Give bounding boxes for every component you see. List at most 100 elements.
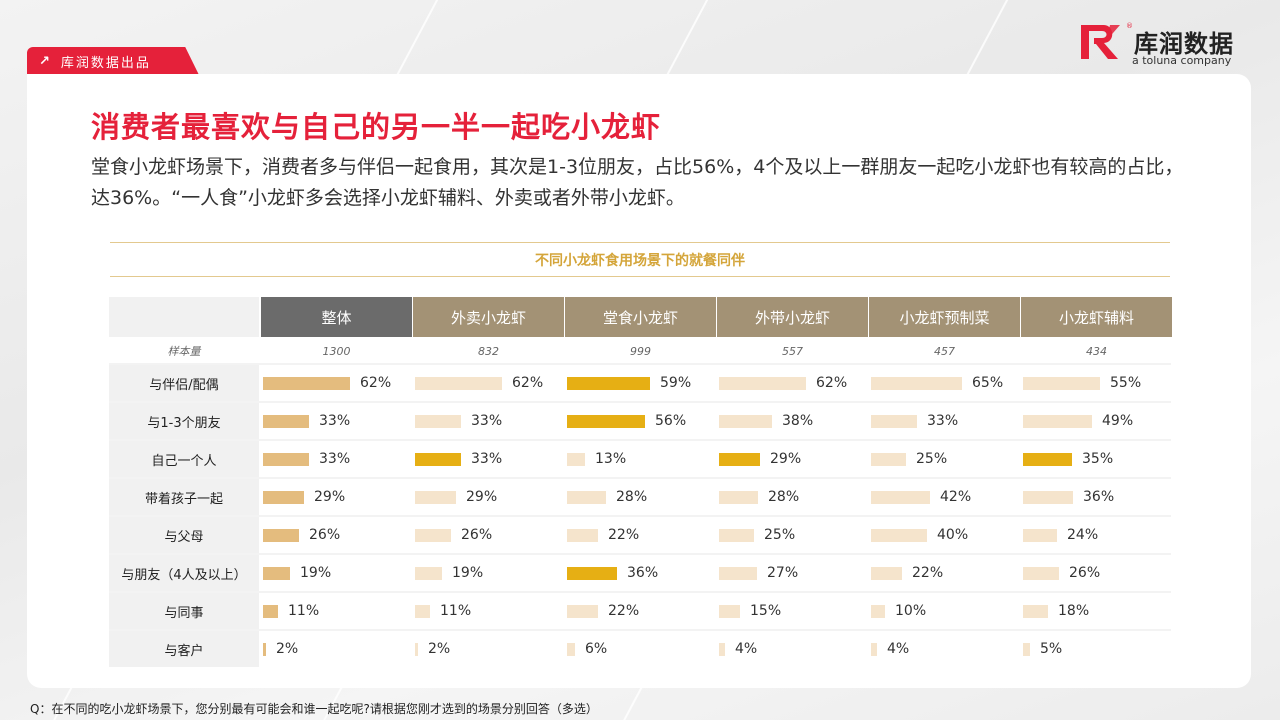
table-cell: 59% xyxy=(565,365,716,401)
value-bar xyxy=(1023,529,1057,542)
value-bar xyxy=(719,605,740,618)
table-cell: 33% xyxy=(413,403,564,439)
value-bar xyxy=(719,415,772,428)
row-divider xyxy=(109,515,1171,517)
value-label: 29% xyxy=(314,489,346,505)
content-card: 消费者最喜欢与自己的另一半一起吃小龙虾 堂食小龙虾场景下，消费者多与伴侣一起食用… xyxy=(27,74,1251,688)
value-bar xyxy=(1023,453,1072,466)
table-cell: 25% xyxy=(869,441,1020,477)
table-cell: 4% xyxy=(869,631,1020,667)
value-label: 55% xyxy=(1110,375,1142,391)
sample-size-value: 1300 xyxy=(322,344,351,358)
table-cell: 26% xyxy=(1021,555,1172,591)
row-label: 与1-3个朋友 xyxy=(109,403,259,439)
table-row: 与父母 26% 26% 22% 25% 40% 24% xyxy=(109,517,1172,553)
table-cell: 62% xyxy=(261,365,412,401)
value-bar xyxy=(871,529,927,542)
value-bar xyxy=(415,605,430,618)
table-cell: 33% xyxy=(869,403,1020,439)
table-row: 与伴侣/配偶 62% 62% 59% 62% 65% 55% xyxy=(109,365,1172,401)
table-row: 与朋友（4人及以上） 19% 19% 36% 27% 22% 26% xyxy=(109,555,1172,591)
value-label: 29% xyxy=(466,489,498,505)
page-title: 消费者最喜欢与自己的另一半一起吃小龙虾 xyxy=(91,110,662,144)
value-bar xyxy=(871,567,902,580)
value-bar xyxy=(1023,415,1092,428)
row-divider xyxy=(109,363,1171,365)
value-label: 40% xyxy=(937,527,969,543)
table-cell: 26% xyxy=(413,517,564,553)
value-bar xyxy=(871,491,930,504)
value-label: 26% xyxy=(1069,565,1101,581)
value-bar xyxy=(1023,491,1073,504)
table-cell: 29% xyxy=(413,479,564,515)
value-label: 4% xyxy=(735,641,758,657)
table-cell: 65% xyxy=(869,365,1020,401)
column-header: 整体 xyxy=(261,297,412,337)
value-bar xyxy=(415,453,461,466)
value-label: 62% xyxy=(816,375,848,391)
arrow-up-right-icon: ↗ xyxy=(39,53,52,69)
value-bar xyxy=(871,377,962,390)
value-label: 59% xyxy=(660,375,692,391)
table-row: 自己一个人 33% 33% 13% 29% 25% 35% xyxy=(109,441,1172,477)
sample-size-value: 999 xyxy=(630,344,651,358)
row-label: 与朋友（4人及以上） xyxy=(109,555,259,591)
value-label: 11% xyxy=(288,603,320,619)
value-label: 22% xyxy=(608,603,640,619)
value-label: 10% xyxy=(895,603,927,619)
value-bar xyxy=(567,567,617,580)
sample-size-label: 样本量 xyxy=(167,345,201,358)
value-label: 22% xyxy=(608,527,640,543)
value-bar xyxy=(719,643,725,656)
value-bar xyxy=(567,377,650,390)
table-cell: 33% xyxy=(261,441,412,477)
value-label: 62% xyxy=(512,375,544,391)
value-label: 38% xyxy=(782,413,814,429)
registered-mark: ® xyxy=(1126,22,1133,30)
row-label: 与伴侣/配偶 xyxy=(109,365,259,401)
value-label: 2% xyxy=(428,641,451,657)
value-bar xyxy=(263,529,299,542)
value-label: 33% xyxy=(471,451,503,467)
publisher-tag-label: 库润数据出品 xyxy=(60,55,151,71)
value-label: 24% xyxy=(1067,527,1099,543)
row-label: 与客户 xyxy=(109,631,259,667)
column-header: 外带小龙虾 xyxy=(717,297,868,337)
table-cell: 36% xyxy=(565,555,716,591)
row-label: 带着孩子一起 xyxy=(109,479,259,515)
value-bar xyxy=(1023,605,1048,618)
table-cell: 29% xyxy=(717,441,868,477)
table-cell: 2% xyxy=(413,631,564,667)
value-bar xyxy=(415,377,502,390)
value-label: 4% xyxy=(887,641,910,657)
value-bar xyxy=(719,453,760,466)
value-bar xyxy=(567,605,598,618)
value-label: 35% xyxy=(1082,451,1114,467)
row-divider xyxy=(109,591,1171,593)
value-label: 15% xyxy=(750,603,782,619)
value-bar xyxy=(415,529,451,542)
value-bar xyxy=(263,377,350,390)
value-bar xyxy=(1023,377,1100,390)
value-label: 33% xyxy=(319,451,351,467)
value-bar xyxy=(719,567,757,580)
table-cell: 38% xyxy=(717,403,868,439)
table-cell: 19% xyxy=(413,555,564,591)
value-label: 36% xyxy=(1083,489,1115,505)
value-bar xyxy=(415,491,456,504)
value-label: 42% xyxy=(940,489,972,505)
row-label: 与父母 xyxy=(109,517,259,553)
column-header: 小龙虾预制菜 xyxy=(869,297,1020,337)
table-cell: 5% xyxy=(1021,631,1172,667)
table-cell: 19% xyxy=(261,555,412,591)
table-cell: 33% xyxy=(261,403,412,439)
value-label: 62% xyxy=(360,375,392,391)
brand-tagline: a toluna company xyxy=(1132,54,1232,67)
value-bar xyxy=(719,529,754,542)
table-cell: 42% xyxy=(869,479,1020,515)
value-label: 25% xyxy=(764,527,796,543)
publisher-tag: ↗ 库润数据出品 xyxy=(27,47,199,75)
value-bar xyxy=(263,491,304,504)
value-bar xyxy=(871,643,877,656)
value-bar xyxy=(719,377,806,390)
